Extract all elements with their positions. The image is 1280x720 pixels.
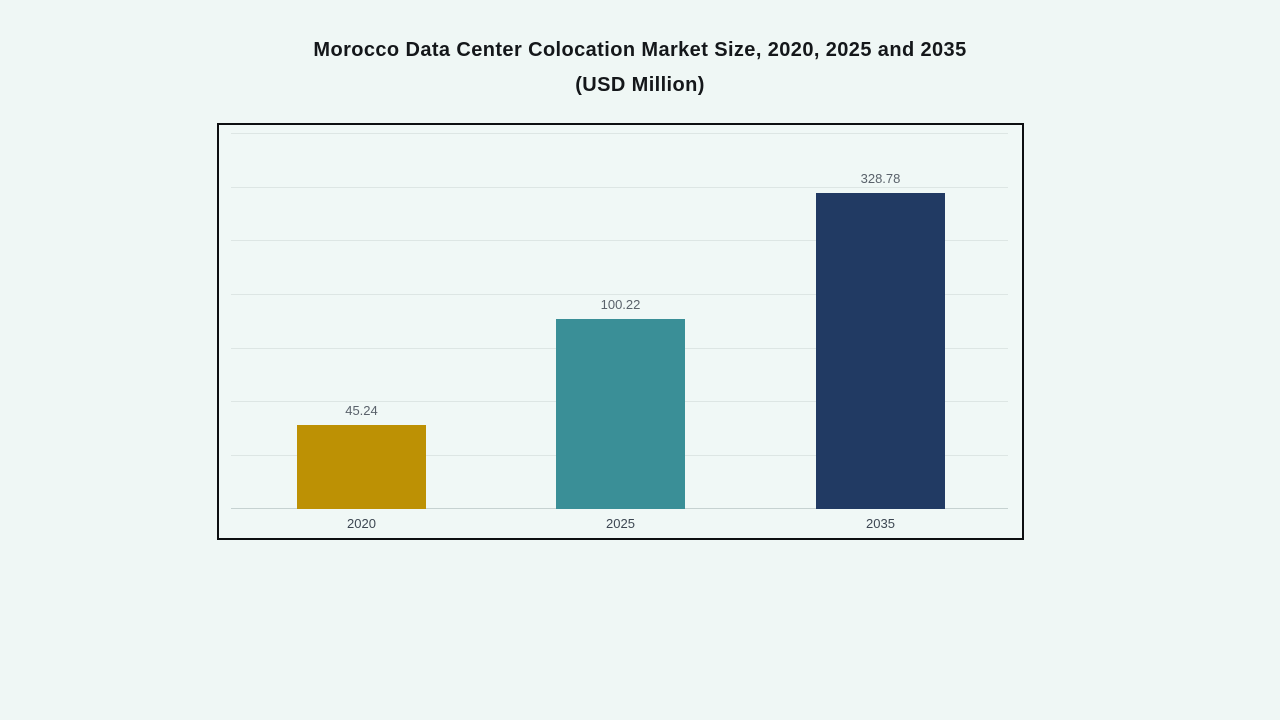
x-axis-line	[231, 508, 1008, 510]
bar-value-label-2020: 45.24	[345, 402, 378, 418]
x-axis-label-2020: 2020	[347, 516, 376, 531]
x-axis-label-2035: 2035	[866, 516, 895, 531]
plot-area: 45.24 2020 100.22 2025 328.78 2035	[219, 125, 1022, 538]
chart-title-line2: (USD Million)	[575, 74, 705, 96]
bar-value-label-2025: 100.22	[600, 296, 641, 312]
gridline	[231, 133, 1008, 134]
bar-2025	[556, 318, 685, 509]
bar-2035	[816, 192, 945, 509]
x-axis-label-2025: 2025	[606, 516, 635, 531]
bar-2020	[297, 424, 426, 509]
bar-value-label-2035: 328.78	[860, 170, 901, 186]
chart-title: Morocco Data Center Colocation Market Si…	[0, 33, 1280, 103]
gridline	[231, 186, 1008, 188]
gridline	[231, 240, 1008, 242]
gridline	[231, 293, 1008, 295]
chart-title-line1: Morocco Data Center Colocation Market Si…	[313, 39, 967, 61]
chart-panel: 45.24 2020 100.22 2025 328.78 2035	[217, 123, 1024, 540]
